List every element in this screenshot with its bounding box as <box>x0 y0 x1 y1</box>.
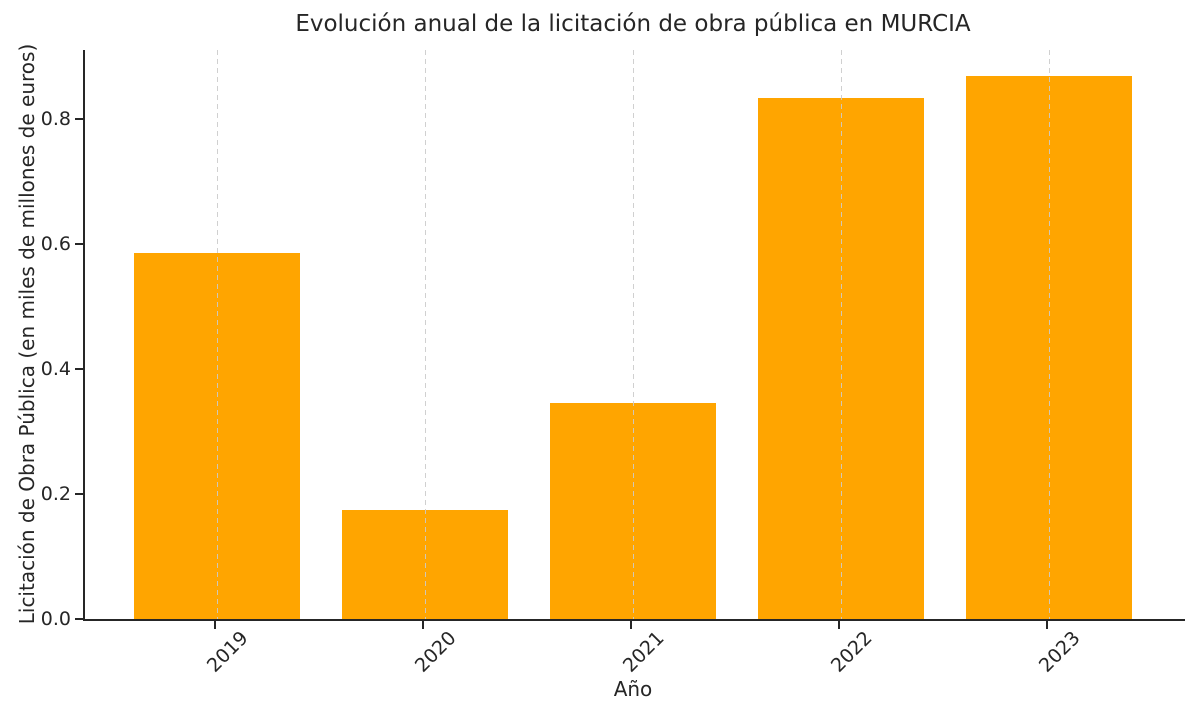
y-tick-mark-0.6 <box>75 242 83 245</box>
y-axis-label: Licitación de Obra Pública (en miles de … <box>15 43 39 625</box>
y-tick-mark-0.0 <box>75 618 83 620</box>
gridline-2022 <box>840 50 842 619</box>
x-tick-mark-2023 <box>1046 621 1048 629</box>
plot-area <box>83 50 1185 621</box>
y-tick-mark-0.2 <box>75 492 83 495</box>
y-tick-mark-0.4 <box>75 367 83 370</box>
gridline-2019 <box>216 50 218 619</box>
y-tick-label-0.0: 0.0 <box>40 608 71 630</box>
x-tick-mark-2019 <box>214 621 216 629</box>
y-tick-label-0.4: 0.4 <box>40 357 71 380</box>
x-tick-mark-2020 <box>422 621 424 629</box>
x-tick-mark-2021 <box>630 621 632 629</box>
gridline-2021 <box>632 50 634 619</box>
x-tick-mark-2022 <box>838 621 840 629</box>
y-tick-mark-0.8 <box>75 117 83 120</box>
y-tick-label-0.8: 0.8 <box>40 107 71 130</box>
chart-title: Evolución anual de la licitación de obra… <box>295 11 971 37</box>
y-tick-label-0.6: 0.6 <box>40 232 71 255</box>
y-tick-label-0.2: 0.2 <box>40 482 71 505</box>
gridline-2020 <box>424 50 426 619</box>
x-axis-label: Año <box>613 677 653 701</box>
gridline-2023 <box>1048 50 1050 619</box>
